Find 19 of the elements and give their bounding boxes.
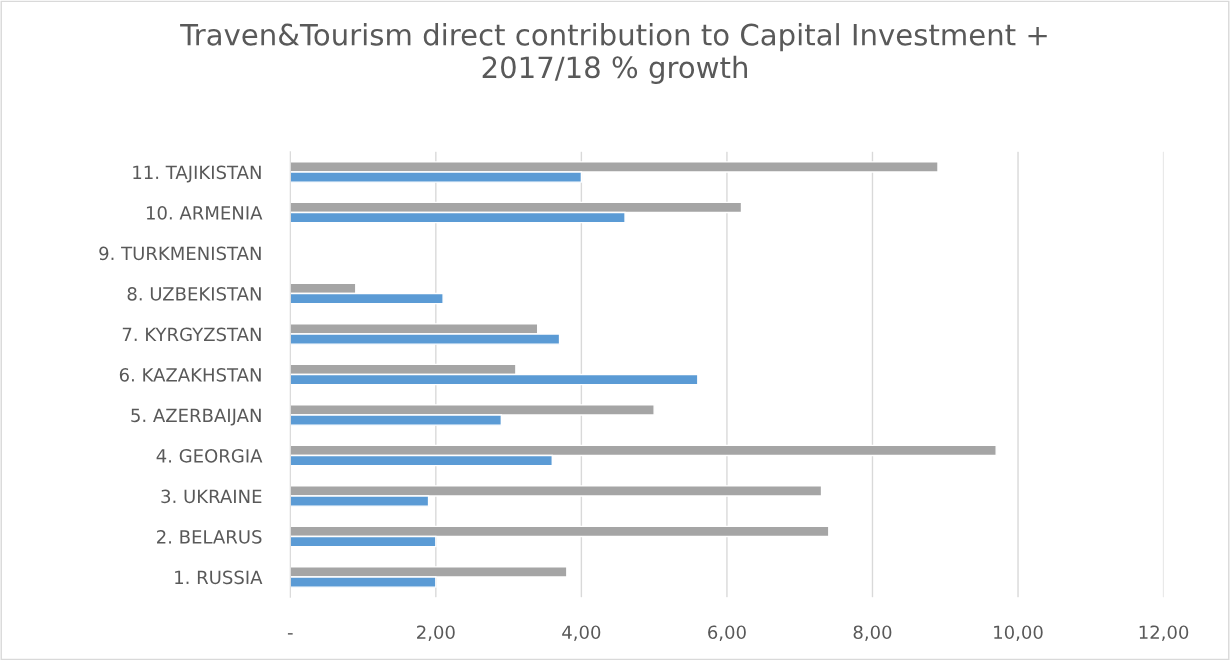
y-tick-label: 4. GEORGIA xyxy=(156,449,263,463)
y-tick-label: 11. TAJIKISTAN xyxy=(133,165,261,183)
chart-title: Traven&Tourism direct contribution to Capital Investment + 2017/18 % growth xyxy=(180,23,1047,84)
y-tick-label: 8. UZBEKISTAN xyxy=(127,287,261,301)
x-tick-label: 6,00 xyxy=(708,625,746,641)
y-tick-label: 2. BELARUS xyxy=(157,530,262,544)
y-tick-label: 10. ARMENIA xyxy=(146,206,263,220)
y-tick-label: 3. UKRAINE xyxy=(161,489,262,504)
x-tick-label: 4,00 xyxy=(562,625,601,641)
y-tick-label: 7. KYRGYZSTAN xyxy=(122,327,261,342)
x-tick-label: - xyxy=(287,633,293,635)
x-tick-label: 10,00 xyxy=(994,625,1043,641)
y-tick-label: 9. TURKMENISTAN xyxy=(99,246,261,261)
x-tick-label: 12,00 xyxy=(1139,625,1189,641)
y-tick-label: 1. RUSSIA xyxy=(175,570,263,585)
x-tick-label: 8,00 xyxy=(853,625,892,641)
x-tick-label: 2,00 xyxy=(417,625,455,641)
y-tick-label: 6. KAZAKHSTAN xyxy=(119,368,261,382)
y-tick-label: 5. AZERBAIJAN xyxy=(131,408,261,426)
